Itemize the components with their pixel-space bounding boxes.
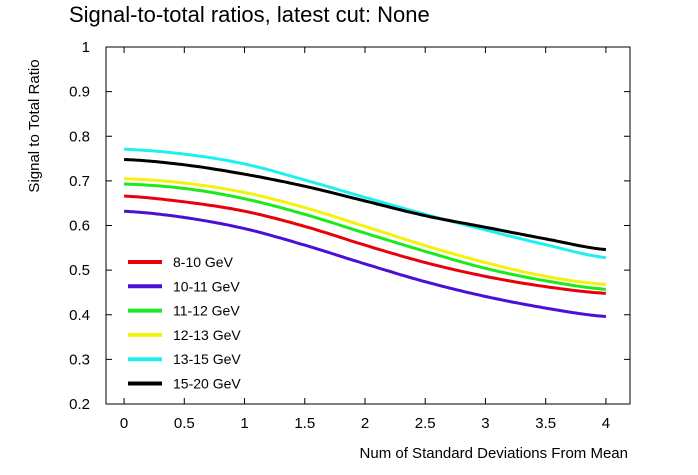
y-tick-label: 0.4 [69,307,90,324]
legend-label: 10-11 GeV [173,278,240,294]
legend-label: 8-10 GeV [173,254,234,270]
x-tick-label: 1.5 [294,415,315,432]
y-tick-label: 0.7 [69,173,90,190]
y-tick-label: 0.3 [69,351,90,368]
series-line-10-11-gev [124,209,606,318]
y-tick-label: 0.5 [69,262,90,279]
y-tick-label: 1 [82,39,90,56]
x-tick-label: 1 [240,415,248,432]
y-axis-label: Signal to Total Ratio [26,59,43,192]
x-axis-label: Num of Standard Deviations From Mean [360,445,628,462]
x-tick-label: 3 [481,415,489,432]
x-tick-label: 0.5 [174,415,195,432]
series-line-8-10-gev [124,194,606,295]
series-line-12-13-gev [124,177,606,286]
legend-label: 11-12 GeV [173,303,240,319]
y-axis: 0.2 0.3 0.4 0.5 0.6 0.7 0.8 0.9 1 [69,39,630,413]
series-line-13-15-gev [124,147,607,260]
x-axis: 0 0.5 1 1.5 2 2.5 3 3.5 4 [120,47,610,432]
x-tick-label: 3.5 [535,415,556,432]
y-tick-label: 0.6 [69,218,90,235]
series-line-15-20-gev [124,158,607,252]
y-tick-label: 0.2 [69,396,90,413]
x-tick-label: 4 [602,415,610,432]
legend-label: 15-20 GeV [173,376,241,392]
legend-label: 13-15 GeV [173,351,241,367]
x-tick-label: 2 [361,415,369,432]
legend-label: 12-13 GeV [173,327,241,343]
x-tick-label: 2.5 [415,415,436,432]
legend: 8-10 GeV 10-11 GeV 11-12 GeV 12-13 GeV 13-15… [128,254,241,392]
x-tick-label: 0 [120,415,128,432]
y-tick-label: 0.8 [69,128,90,145]
series-lines [124,147,607,318]
chart-title: Signal-to-total ratios, latest cut: None [69,2,430,27]
series-line-11-12-gev [124,182,606,291]
y-tick-label: 0.9 [69,84,90,101]
